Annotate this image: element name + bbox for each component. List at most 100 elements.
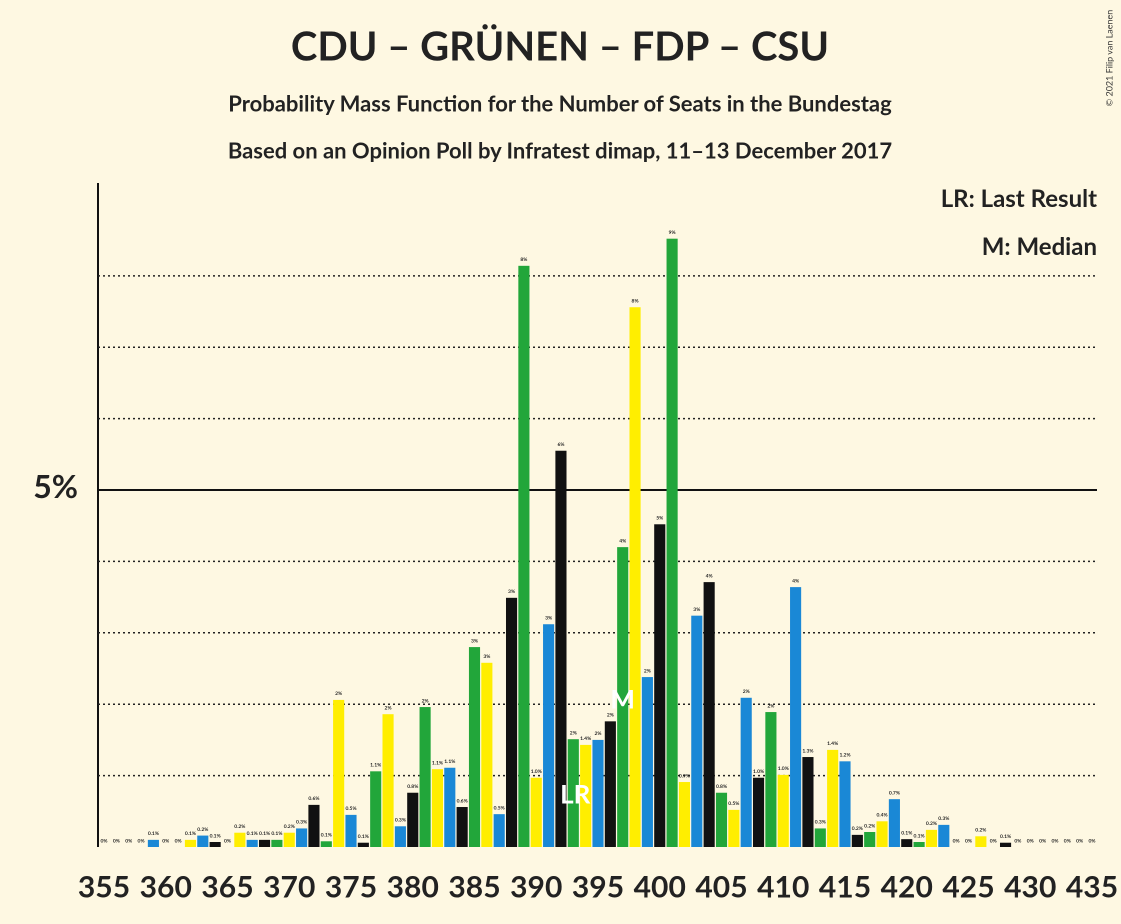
data-label: 2% bbox=[385, 705, 392, 711]
data-label: 0.1% bbox=[185, 831, 196, 837]
data-label: 0% bbox=[113, 838, 120, 844]
bar bbox=[827, 749, 839, 847]
bar bbox=[654, 524, 666, 847]
data-label: 0.3% bbox=[395, 818, 406, 824]
bar bbox=[666, 238, 678, 848]
bar bbox=[876, 821, 888, 847]
bar bbox=[728, 809, 740, 847]
x-tick-label: 380 bbox=[387, 869, 439, 905]
x-tick-label: 370 bbox=[263, 869, 315, 905]
bar bbox=[740, 697, 752, 847]
x-tick-label: 430 bbox=[1004, 869, 1056, 905]
bar bbox=[543, 624, 555, 847]
data-label: 2% bbox=[595, 731, 602, 737]
bar bbox=[592, 739, 604, 847]
data-label: 0.3% bbox=[296, 820, 307, 826]
bar bbox=[382, 714, 394, 847]
data-label: 0.8% bbox=[716, 784, 727, 790]
bar bbox=[468, 647, 481, 847]
data-label: 1.0% bbox=[531, 769, 542, 775]
data-label: 0% bbox=[1051, 838, 1058, 844]
data-label: 9% bbox=[669, 230, 676, 236]
chart-subtitle: Probability Mass Function for the Number… bbox=[228, 90, 892, 117]
last-result-marker: LR bbox=[560, 778, 591, 810]
data-label: 0.4% bbox=[877, 813, 888, 819]
data-label: 0.1% bbox=[247, 831, 258, 837]
data-label: 2% bbox=[767, 703, 774, 709]
x-tick-label: 420 bbox=[881, 869, 933, 905]
bar bbox=[456, 807, 468, 847]
bar bbox=[641, 677, 653, 847]
bar bbox=[493, 814, 505, 847]
bar bbox=[345, 814, 357, 847]
bar bbox=[296, 828, 308, 847]
data-label: 2% bbox=[644, 668, 651, 674]
data-label: 4% bbox=[706, 573, 713, 579]
bar bbox=[691, 615, 703, 847]
bar bbox=[703, 582, 715, 847]
data-label: 1.3% bbox=[802, 748, 813, 754]
data-label: 3% bbox=[471, 638, 478, 644]
data-label: 0% bbox=[162, 838, 169, 844]
bar bbox=[864, 832, 876, 847]
bar bbox=[184, 839, 197, 847]
bar bbox=[777, 774, 789, 847]
data-label: 0% bbox=[1014, 838, 1021, 844]
bar bbox=[567, 739, 579, 847]
legend-entry: LR: Last Result bbox=[941, 184, 1097, 213]
data-label: 6% bbox=[557, 442, 564, 448]
data-label: 0% bbox=[1064, 838, 1071, 844]
data-label: 2% bbox=[335, 691, 342, 697]
data-label: 0% bbox=[953, 838, 960, 844]
data-label: 0.3% bbox=[938, 816, 949, 822]
data-label: 3% bbox=[545, 616, 552, 622]
data-label: 0.2% bbox=[284, 824, 295, 830]
bar bbox=[308, 804, 320, 847]
data-label: 0.6% bbox=[457, 798, 468, 804]
bar bbox=[604, 721, 616, 847]
x-tick-label: 365 bbox=[201, 869, 253, 905]
bar bbox=[851, 834, 863, 847]
bar bbox=[901, 839, 913, 847]
data-label: 1.1% bbox=[370, 763, 381, 769]
data-label: 0.5% bbox=[345, 806, 356, 812]
x-tick-label: 375 bbox=[325, 869, 377, 905]
data-label: 5% bbox=[656, 516, 663, 522]
data-label: 4% bbox=[792, 578, 799, 584]
bar bbox=[913, 842, 925, 847]
data-label: 0.7% bbox=[889, 790, 900, 796]
bar bbox=[197, 835, 209, 847]
data-label: 1.2% bbox=[839, 753, 850, 759]
x-tick-label: 395 bbox=[572, 869, 624, 905]
data-label: 0.2% bbox=[864, 823, 875, 829]
data-label: 0% bbox=[965, 838, 972, 844]
data-label: 1.0% bbox=[778, 766, 789, 772]
data-label: 1.4% bbox=[580, 736, 591, 742]
data-label: 0% bbox=[125, 838, 132, 844]
bar bbox=[802, 757, 814, 847]
bar bbox=[209, 842, 221, 847]
median-marker: M bbox=[610, 683, 635, 715]
bar bbox=[617, 547, 629, 847]
data-label: 0.9% bbox=[679, 773, 690, 779]
x-tick-label: 435 bbox=[1066, 869, 1118, 905]
bar bbox=[431, 769, 444, 847]
data-label: 2% bbox=[570, 730, 577, 736]
data-label: 0% bbox=[101, 838, 108, 844]
data-label: 0.1% bbox=[148, 831, 159, 837]
bar bbox=[147, 839, 159, 847]
data-label: 3% bbox=[483, 654, 490, 660]
data-label: 0.1% bbox=[914, 833, 925, 839]
data-label: 0.8% bbox=[407, 784, 418, 790]
data-label: 2% bbox=[607, 713, 614, 719]
bar bbox=[320, 841, 332, 847]
bar bbox=[258, 839, 271, 847]
data-label: 0.2% bbox=[975, 828, 986, 834]
bar bbox=[283, 832, 295, 847]
data-label: 0.1% bbox=[259, 831, 270, 837]
bar bbox=[555, 450, 567, 847]
bar bbox=[357, 842, 369, 847]
bar bbox=[518, 265, 530, 847]
data-label: 0% bbox=[138, 838, 145, 844]
